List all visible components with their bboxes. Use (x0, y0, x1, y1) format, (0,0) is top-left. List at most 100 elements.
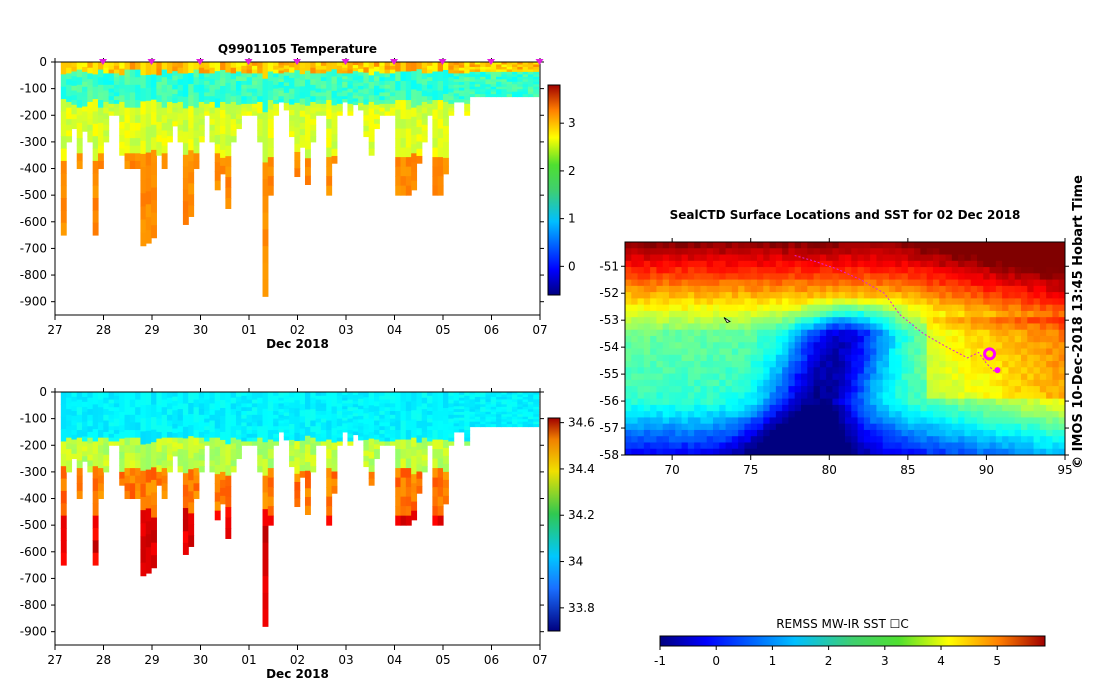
profile-cell (517, 79, 524, 83)
sst-cell (832, 417, 840, 425)
sst-cell (687, 386, 695, 393)
profile-cell (97, 122, 104, 131)
sst-cell (889, 254, 896, 262)
profile-cell (437, 157, 444, 168)
profile-cell (405, 71, 412, 82)
sst-cell (1027, 361, 1035, 368)
profile-cell (92, 552, 99, 566)
profile-cell (129, 430, 136, 439)
sst-cell (939, 448, 947, 456)
sst-cell (889, 342, 896, 349)
sst-cell (807, 292, 815, 299)
sst-cell (769, 417, 777, 425)
sst-cell (920, 254, 928, 262)
profile-cell (119, 451, 126, 460)
y-tick-label: -300 (20, 465, 47, 479)
profile-cell (400, 128, 407, 139)
profile-cell (352, 419, 359, 423)
sst-cell (914, 398, 921, 406)
sst-cell (637, 436, 645, 443)
profile-cell (320, 441, 327, 446)
profile-cell (395, 128, 402, 139)
x-tick-label: 06 (484, 653, 499, 667)
profile-cell (166, 62, 173, 69)
profile-cell (496, 64, 502, 68)
profile-cell (182, 178, 189, 191)
sst-cell (958, 361, 965, 368)
profile-cell (411, 162, 418, 173)
sst-cell (637, 323, 645, 331)
sst-cell (788, 354, 796, 362)
profile-cell (304, 392, 311, 402)
sst-cell (625, 285, 632, 293)
profile-cell (485, 406, 492, 410)
sst-cell (939, 429, 947, 437)
profile-cell (496, 396, 502, 400)
sst-cell (964, 329, 972, 337)
x-tick-label: 05 (435, 323, 450, 337)
profile-cell (469, 421, 476, 425)
profile-cell (352, 416, 359, 420)
sst-cell (713, 411, 720, 418)
sst-cell (907, 386, 915, 393)
sst-cell (933, 379, 940, 387)
profile-cell (416, 464, 423, 473)
profile-cell (161, 84, 168, 93)
profile-cell (331, 105, 338, 114)
profile-cell (474, 94, 481, 98)
sst-cell (1002, 361, 1009, 368)
profile-cell (76, 160, 83, 170)
profile-cell (230, 113, 237, 120)
profile-cell (363, 62, 370, 68)
profile-cell (151, 492, 157, 506)
sst-cell (725, 417, 733, 425)
sst-cell (895, 379, 903, 387)
profile-cell (501, 424, 508, 428)
profile-cell (379, 92, 386, 97)
sst-cell (1052, 298, 1060, 306)
y-tick-label: -400 (20, 162, 47, 176)
sst-cell (958, 285, 965, 293)
profile-cell (294, 86, 301, 96)
profile-cell (522, 416, 529, 420)
profile-cell (204, 392, 211, 397)
sst-cell (738, 298, 745, 306)
sst-cell (769, 310, 777, 318)
sst-cell (845, 367, 852, 375)
profile-cell (490, 91, 497, 95)
sst-cell (694, 379, 701, 387)
profile-cell (262, 112, 269, 130)
sst-cell (813, 335, 821, 343)
profile-cell (400, 185, 407, 196)
profile-cell (124, 422, 131, 431)
sst-cell (750, 267, 758, 274)
sst-cell (901, 292, 909, 299)
profile-cell (512, 392, 518, 395)
profile-cell (427, 399, 433, 404)
profile-cell (251, 88, 258, 93)
profile-cell (103, 454, 110, 461)
sst-cell (914, 260, 921, 268)
profile-cell (490, 414, 497, 418)
profile-cell (443, 165, 449, 175)
sst-cell (631, 361, 639, 368)
profile-cell (161, 145, 168, 154)
profile-cell (416, 105, 423, 114)
sst-cell (857, 348, 865, 356)
profile-cell (172, 423, 179, 430)
profile-cell (458, 426, 465, 430)
sst-cell (901, 304, 909, 312)
sst-cell (995, 386, 1003, 393)
profile-cell (368, 405, 375, 413)
profile-cell (469, 76, 476, 80)
sst-cell (625, 448, 632, 456)
sst-cell (826, 436, 833, 443)
sst-cell (951, 417, 959, 425)
profile-cell (241, 414, 248, 420)
sst-cell (876, 398, 884, 406)
profile-cell (496, 394, 502, 398)
profile-cell (326, 157, 333, 168)
profile-cell (342, 81, 349, 86)
profile-cell (87, 84, 94, 92)
sst-cell (681, 386, 689, 393)
